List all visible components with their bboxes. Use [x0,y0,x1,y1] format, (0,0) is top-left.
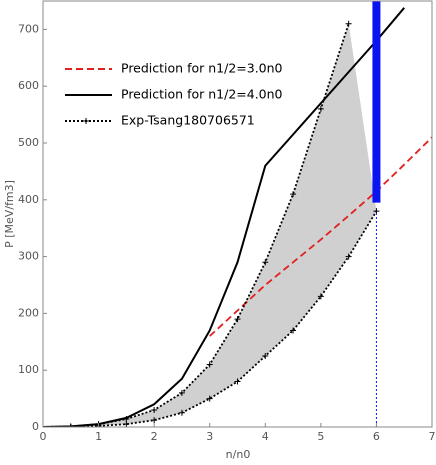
marker [290,191,297,198]
y-tick-label: 600 [18,79,39,92]
marker [262,353,269,359]
x-tick-label: 1 [95,430,102,443]
legend-label: Prediction for n1/2=4.0n0 [121,87,283,102]
x-tick-label: 4 [262,430,269,443]
y-tick-label: 500 [18,136,39,149]
marker [345,20,352,27]
marker [123,421,130,427]
marker [234,316,241,323]
marker [262,259,269,266]
y-tick-label: 300 [18,250,39,263]
range-area [43,23,377,427]
marker [317,105,324,112]
marker [206,361,213,368]
y-axis-label: P [MeV/fm3] [3,180,16,248]
x-tick-label: 2 [151,430,158,443]
plot-frame [42,0,433,428]
legend-label: Exp-Tsang180706571 [121,113,255,128]
marker [234,378,241,385]
marker [178,389,185,396]
line [209,136,432,337]
line [43,23,350,427]
x-tick-label: 7 [429,430,436,443]
x-tick-label: 6 [373,430,380,443]
y-tick-label: 400 [18,193,39,206]
marker [317,293,324,300]
marker [151,417,158,424]
marker [123,416,130,423]
legend-marker [83,118,89,124]
y-tick-label: 700 [18,22,39,35]
marker [178,409,185,416]
y-tick-label: 200 [18,306,39,319]
marker [206,395,213,402]
marker [151,406,158,413]
y-tick-label: 100 [18,363,39,376]
x-tick-label: 0 [40,430,47,443]
plot-area [43,1,432,427]
marker [345,253,352,260]
range-bar [372,1,381,203]
y-tick-label: 0 [32,420,39,433]
x-tick-label: 3 [206,430,213,443]
x-axis-label: n/n0 [226,448,251,461]
marker [67,424,74,427]
legend-label: Prediction for n1/2=3.0n0 [121,61,283,76]
x-tick-label: 5 [317,430,324,443]
marker [290,327,297,334]
